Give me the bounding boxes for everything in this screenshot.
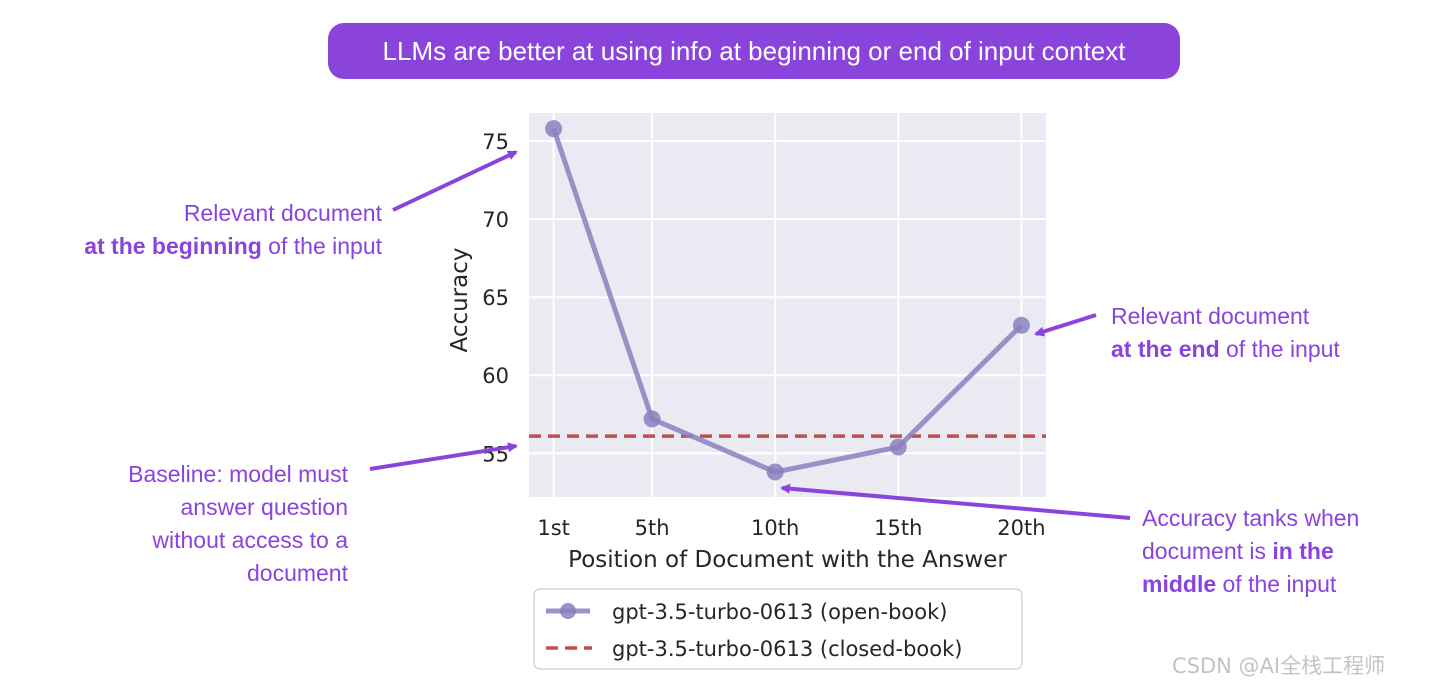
annotation-end-line1: Relevant document <box>1111 303 1310 329</box>
annotation-beginning-line1: Relevant document <box>183 200 382 226</box>
legend-closed-book-label: gpt-3.5-turbo-0613 (closed-book) <box>612 637 962 661</box>
annotation-baseline: Baseline: model must answer question wit… <box>40 458 348 590</box>
open-book-point <box>1012 316 1030 334</box>
watermark: CSDN @AI全栈工程师 <box>1172 654 1386 678</box>
open-book-point <box>643 410 661 428</box>
x-tick-labels: 1st 5th 10th 15th 20th <box>537 516 1045 540</box>
gridlines <box>529 113 1046 497</box>
arrow-end <box>1034 313 1097 337</box>
annotation-baseline-line1: Baseline: model must <box>128 461 348 487</box>
y-tick-label: 70 <box>482 208 509 232</box>
annotation-baseline-line2: answer question <box>180 494 349 520</box>
annotation-arrows <box>369 150 1131 520</box>
annotation-middle-line3: middle of the input <box>1142 571 1337 597</box>
annotation-baseline-line3: without access to a <box>152 527 348 553</box>
x-tick-label: 1st <box>537 516 570 540</box>
arrow-baseline <box>369 442 518 471</box>
annotation-end-line2: at the end of the input <box>1111 336 1340 362</box>
annotation-beginning-line2: at the beginning of the input <box>84 233 382 259</box>
legend-open-book-label: gpt-3.5-turbo-0613 (open-book) <box>612 600 947 624</box>
arrow-beginning <box>392 150 518 212</box>
annotation-end: Relevant document at the end of the inpu… <box>1111 300 1431 366</box>
x-tick-label: 10th <box>751 516 799 540</box>
x-tick-label: 20th <box>997 516 1045 540</box>
annotation-middle: Accuracy tanks when document is in the m… <box>1142 502 1442 601</box>
legend-box <box>533 588 1023 670</box>
x-tick-label: 15th <box>874 516 922 540</box>
open-book-point <box>545 120 563 138</box>
series <box>529 120 1046 481</box>
arrow-middle <box>780 483 1131 520</box>
y-tick-label: 65 <box>482 286 509 310</box>
title-banner: LLMs are better at using info at beginni… <box>328 23 1180 79</box>
annotation-middle-line1: Accuracy tanks when <box>1142 505 1360 531</box>
open-book-point <box>889 438 907 456</box>
annotation-beginning: Relevant document at the beginning of th… <box>20 197 382 263</box>
y-axis-label: Accuracy <box>447 247 473 352</box>
annotation-middle-line2: document is in the <box>1142 538 1334 564</box>
open-book-point <box>766 463 784 481</box>
legend-open-book-marker <box>560 603 576 619</box>
x-axis-label: Position of Document with the Answer <box>568 547 1007 573</box>
y-tick-label: 75 <box>482 130 509 154</box>
x-tick-label: 5th <box>635 516 670 540</box>
legend: gpt-3.5-turbo-0613 (open-book) gpt-3.5-t… <box>533 588 1023 670</box>
y-tick-label: 60 <box>482 364 509 388</box>
annotation-baseline-line4: document <box>246 560 348 586</box>
plot-area <box>529 113 1046 497</box>
